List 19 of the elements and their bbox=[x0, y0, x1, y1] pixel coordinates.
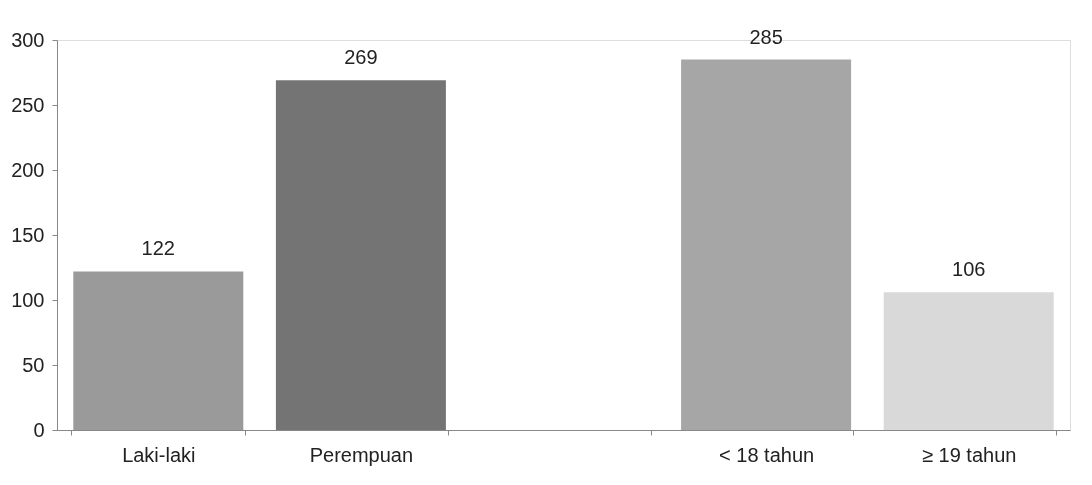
bar bbox=[681, 59, 852, 430]
y-tick-label: 100 bbox=[11, 288, 45, 311]
y-tick-label: 50 bbox=[22, 353, 45, 376]
x-tick-label: < 18 tahun bbox=[719, 443, 815, 466]
y-tick-label: 300 bbox=[11, 28, 45, 51]
x-tick-label: ≥ 19 tahun bbox=[922, 443, 1017, 466]
bar bbox=[73, 271, 244, 430]
bar bbox=[883, 292, 1054, 430]
x-tick-label: Perempuan bbox=[309, 443, 414, 466]
data-label: 122 bbox=[141, 237, 175, 260]
bar bbox=[275, 80, 446, 430]
data-label: 285 bbox=[749, 25, 783, 48]
y-tick-label: 0 bbox=[33, 418, 45, 441]
y-tick-label: 250 bbox=[11, 93, 45, 116]
data-label: 269 bbox=[344, 46, 378, 69]
y-tick-label: 200 bbox=[11, 158, 45, 181]
x-tick-label: Laki-laki bbox=[122, 443, 196, 466]
data-label: 106 bbox=[952, 258, 986, 281]
y-tick-label: 150 bbox=[11, 223, 45, 246]
